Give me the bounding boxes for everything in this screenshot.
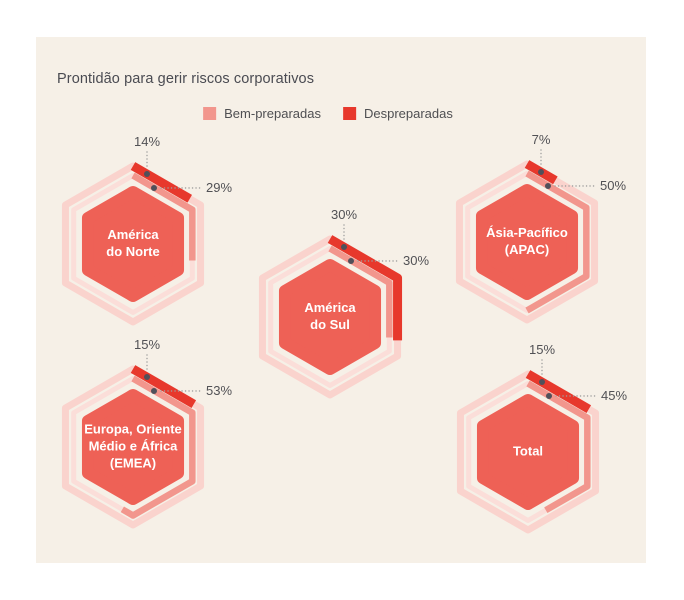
region-hexagon xyxy=(278,259,382,375)
region-group-emea: 15% 53% Europa, Oriente Médio e África (… xyxy=(23,335,263,565)
chart-title: Prontidão para gerir riscos corporativos xyxy=(57,71,315,87)
bem-preparadas-value-label: 29% xyxy=(206,180,233,195)
region-hexagon xyxy=(81,389,185,505)
hexagon-rings-chart xyxy=(454,149,600,325)
hexagon-rings-chart xyxy=(60,151,206,327)
region-hexagon xyxy=(476,394,580,510)
despreparadas-value-label: 30% xyxy=(330,207,358,222)
arc-bem-preparadas xyxy=(70,375,196,519)
bem-preparadas-swatch-icon xyxy=(203,107,217,120)
bem-preparadas-value-label: 30% xyxy=(403,253,430,268)
marker-dot-despreparadas xyxy=(144,374,150,380)
legend-item-bem-preparadas: Bem-preparadas xyxy=(203,106,321,121)
marker-dot-bem-preparadas xyxy=(545,183,551,189)
ring-outer xyxy=(61,162,205,326)
region-name: Europa, Oriente Médio e África (EMEA) xyxy=(84,421,182,471)
despreparadas-value-label: 7% xyxy=(531,132,551,147)
despreparadas-swatch-icon xyxy=(342,107,356,120)
marker-dot-despreparadas xyxy=(539,379,545,385)
marker-dot-despreparadas xyxy=(144,171,150,177)
arc-bem-preparadas xyxy=(465,380,591,524)
legend-label: Bem-preparadas xyxy=(224,106,321,121)
region-group-north-america: 14% 29% América do Norte xyxy=(23,132,263,362)
region-hexagon xyxy=(81,186,185,302)
despreparadas-value-label: 15% xyxy=(133,337,161,352)
ring-outer xyxy=(455,160,599,324)
bem-preparadas-value-label: 45% xyxy=(601,388,628,403)
marker-dot-bem-preparadas xyxy=(151,185,157,191)
marker-dot-bem-preparadas xyxy=(348,258,354,264)
region-name: América do Sul xyxy=(304,300,356,332)
despreparadas-value-label: 14% xyxy=(133,134,161,149)
ring-outer xyxy=(456,370,600,534)
marker-dot-despreparadas xyxy=(538,169,544,175)
arc-bem-preparadas xyxy=(70,172,196,316)
bem-preparadas-value-label: 50% xyxy=(600,178,627,193)
arc-bem-preparadas xyxy=(267,245,393,389)
bem-preparadas-value-label: 53% xyxy=(206,383,233,398)
region-name: Total xyxy=(512,443,544,459)
hexagon-rings-chart xyxy=(60,354,206,530)
region-name: Ásia-Pacífico (APAC) xyxy=(486,225,568,257)
marker-dot-despreparadas xyxy=(341,244,347,250)
arc-despreparadas xyxy=(257,234,403,400)
region-group-apac: 7% 50% Ásia-Pacífico (APAC) xyxy=(417,130,657,360)
arc-bem-preparadas xyxy=(464,170,590,314)
despreparadas-value-label: 15% xyxy=(528,342,556,357)
marker-dot-bem-preparadas xyxy=(151,388,157,394)
legend-label: Despreparadas xyxy=(363,106,453,121)
legend-item-despreparadas: Despreparadas xyxy=(342,106,453,121)
marker-dot-bem-preparadas xyxy=(546,393,552,399)
hexagon-rings-chart xyxy=(455,359,601,535)
legend: Bem-preparadas Despreparadas xyxy=(203,106,453,121)
region-group-south-america: 30% 30% América do Sul xyxy=(220,205,460,435)
region-name: América do Norte xyxy=(106,227,160,259)
ring-outer xyxy=(61,365,205,529)
region-hexagon xyxy=(475,184,579,300)
hexagon-rings-chart xyxy=(257,224,403,400)
region-group-total: 15% 45% Total xyxy=(418,340,658,570)
